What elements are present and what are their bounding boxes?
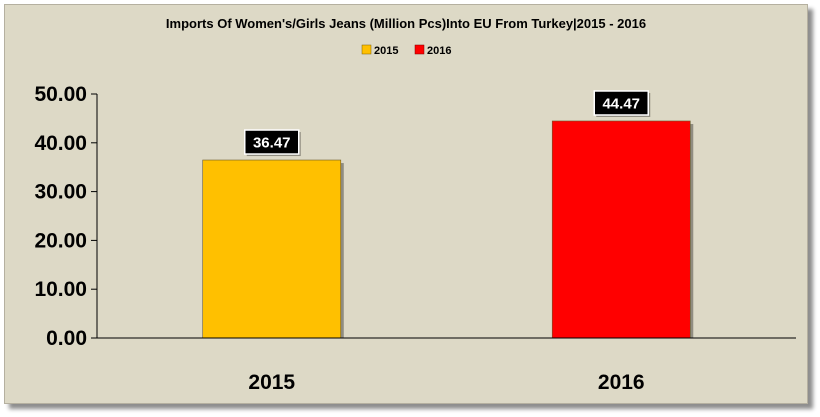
- x-tick-label-2015: 2015: [248, 371, 295, 394]
- data-label-2016: 44.47: [602, 95, 640, 112]
- y-axis: 0.00 10.00 20.00 30.00 40.00 50.00: [34, 83, 98, 350]
- legend-label-2016: 2016: [427, 45, 451, 57]
- y-tick-label: 10.00: [34, 278, 87, 301]
- y-tick-label: 40.00: [34, 132, 87, 155]
- legend-swatch-2015: [361, 44, 372, 55]
- bar-2015: [202, 159, 342, 339]
- data-label-2015: 36.47: [253, 135, 291, 152]
- data-label-box: [244, 129, 300, 155]
- x-axis: 2015 2016: [97, 337, 796, 394]
- chart-title: Imports Of Women's/Girls Jeans (Million …: [166, 16, 646, 31]
- y-tick-label: 20.00: [34, 229, 87, 252]
- bars: 36.47 44.47: [202, 90, 694, 339]
- data-label-box: [593, 90, 649, 116]
- legend: 2015 2016: [361, 44, 451, 57]
- bar-2016: [551, 120, 691, 339]
- legend-label-2015: 2015: [374, 45, 398, 57]
- y-tick-label: 0.00: [46, 327, 87, 350]
- x-tick-label-2016: 2016: [598, 371, 645, 394]
- legend-swatch-2016: [414, 44, 425, 55]
- y-tick-label: 50.00: [34, 83, 87, 106]
- y-tick-label: 30.00: [34, 181, 87, 204]
